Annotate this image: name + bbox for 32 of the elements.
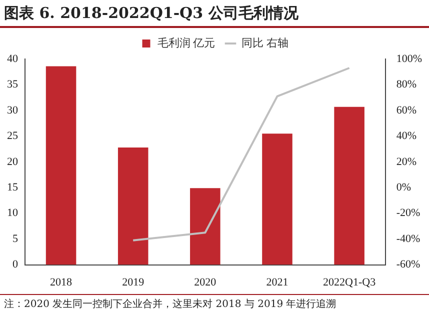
y2-tick-label: -20% <box>396 207 420 220</box>
text: 注：2020 发生同一控制下企业合并，这里未对 2018 与 2019 年进行追溯 <box>4 298 338 311</box>
y-tick-label: 40 <box>7 52 18 65</box>
x-tick-label: 2022Q1-Q3 <box>323 276 376 288</box>
y-tick-label: 15 <box>7 182 18 194</box>
bar <box>46 66 76 265</box>
y2-tick-label: 40% <box>396 130 417 142</box>
bar <box>262 134 292 265</box>
y2-tick-label: 80% <box>396 78 417 91</box>
x-tick-label: 2018 <box>50 276 73 288</box>
legend-label: 毛利润 亿元 <box>157 36 215 50</box>
bar <box>118 147 148 265</box>
legend-label: 同比 右轴 <box>242 36 288 50</box>
x-tick-label: 2020 <box>194 276 217 288</box>
bar <box>334 106 364 265</box>
y-tick-label: 5 <box>12 232 18 245</box>
y-tick-label: 25 <box>7 130 18 142</box>
y2-tick-label: 60% <box>396 104 417 116</box>
y2-tick-label: 20% <box>396 156 417 168</box>
y-tick-label: 35 <box>7 78 18 91</box>
y2-tick-label: -40% <box>396 232 420 245</box>
x-tick-label: 2021 <box>266 276 288 288</box>
bar <box>190 188 220 265</box>
y2-tick-label: 0% <box>396 182 412 194</box>
y-tick-label: 20 <box>7 156 18 168</box>
y-tick-label: 0 <box>12 258 18 271</box>
y-tick-label: 30 <box>7 104 18 116</box>
y2-tick-label: -60% <box>396 258 420 271</box>
y-tick-label: 10 <box>7 207 18 220</box>
chart-title: 图表 6. 2018-2022Q1-Q3 公司毛利情况 <box>0 0 429 28</box>
y2-tick-label: 100% <box>396 52 422 65</box>
x-tick-label: 2019 <box>122 276 145 288</box>
